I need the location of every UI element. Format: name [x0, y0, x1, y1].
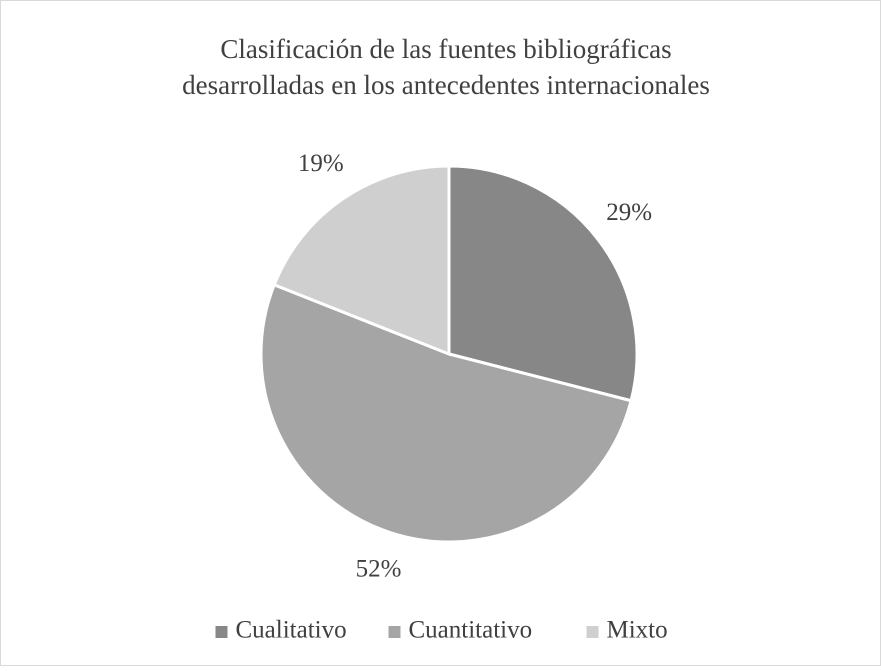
pie-slice — [447, 164, 639, 403]
legend-label: Cuantitativo — [409, 617, 533, 644]
data-label: 52% — [356, 556, 402, 583]
legend-label: Mixto — [607, 617, 668, 644]
pie-slice — [259, 282, 633, 544]
legend-swatch — [388, 626, 401, 638]
pie-slice — [272, 164, 451, 357]
legend-label: Cualitativo — [236, 617, 347, 644]
legend-swatch — [215, 626, 228, 638]
data-label: 19% — [298, 150, 344, 177]
data-label: 29% — [606, 199, 652, 226]
legend-swatch — [586, 626, 599, 638]
chart-title: desarrolladas en los antecedentes intern… — [182, 70, 710, 100]
chart-title: Clasificación de las fuentes bibliográfi… — [220, 34, 671, 64]
